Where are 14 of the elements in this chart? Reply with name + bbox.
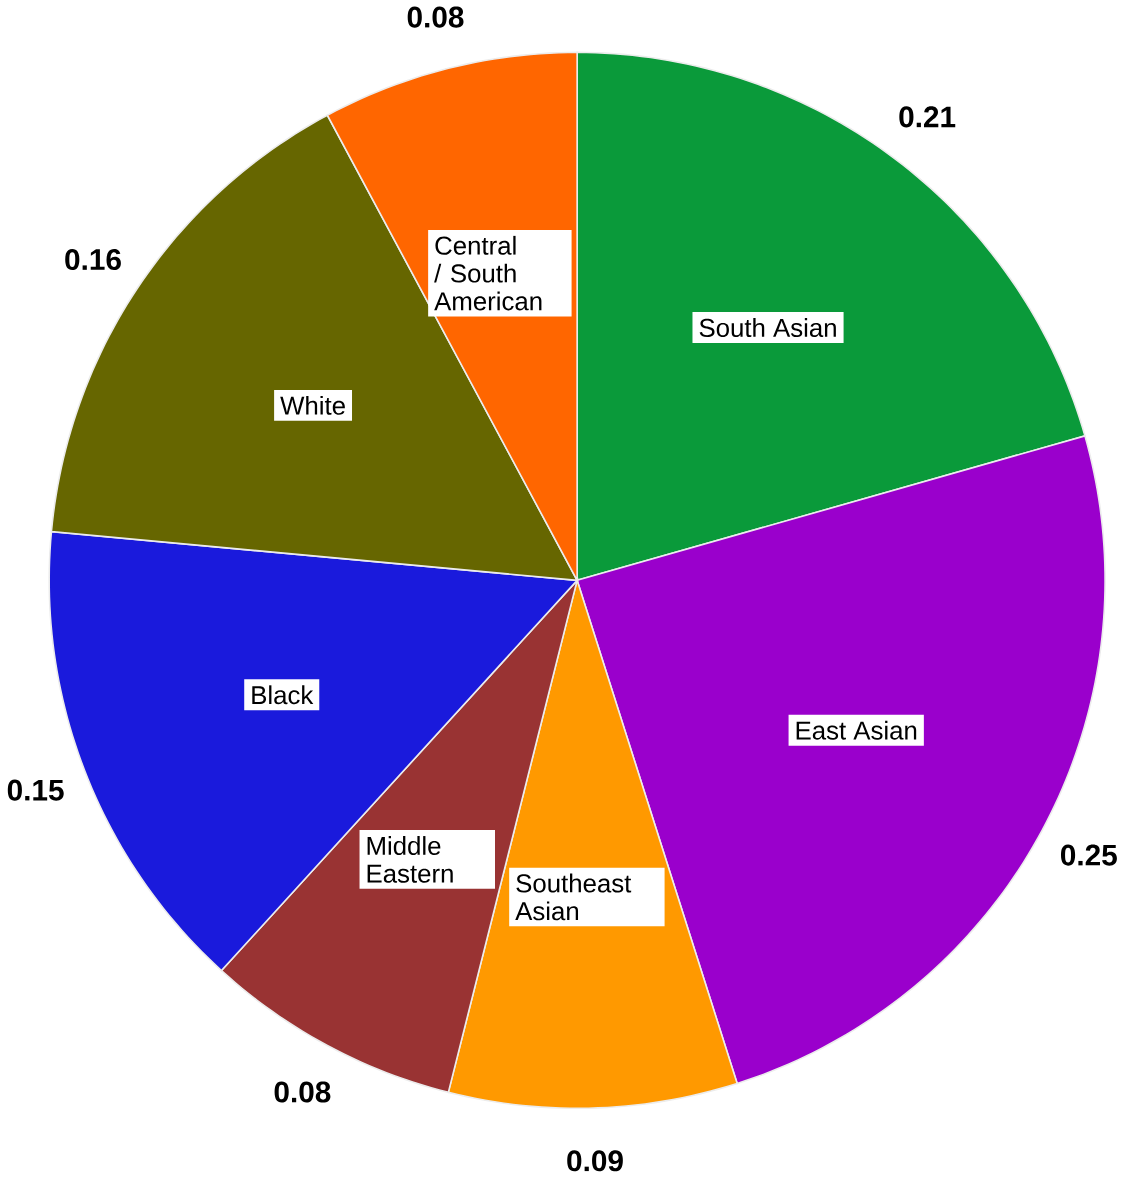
data-label: 0.25 (1060, 844, 1117, 866)
data-label: 0.21 (899, 106, 956, 128)
data-label: 0.15 (7, 779, 64, 801)
slice-label: East Asian (796, 720, 916, 740)
slice-label: Middle Eastern (367, 836, 453, 883)
data-label: 0.08 (274, 1081, 331, 1103)
slice-label: South Asian (699, 318, 836, 338)
slice-label: Southeast Asian (515, 873, 631, 921)
data-label: 0.09 (567, 1150, 623, 1172)
data-label: 0.16 (65, 249, 121, 271)
slice-label: Central / South American (433, 235, 542, 311)
data-label: 0.08 (407, 6, 464, 28)
slice-label: White (280, 395, 345, 415)
slice-label: Black (252, 685, 314, 705)
